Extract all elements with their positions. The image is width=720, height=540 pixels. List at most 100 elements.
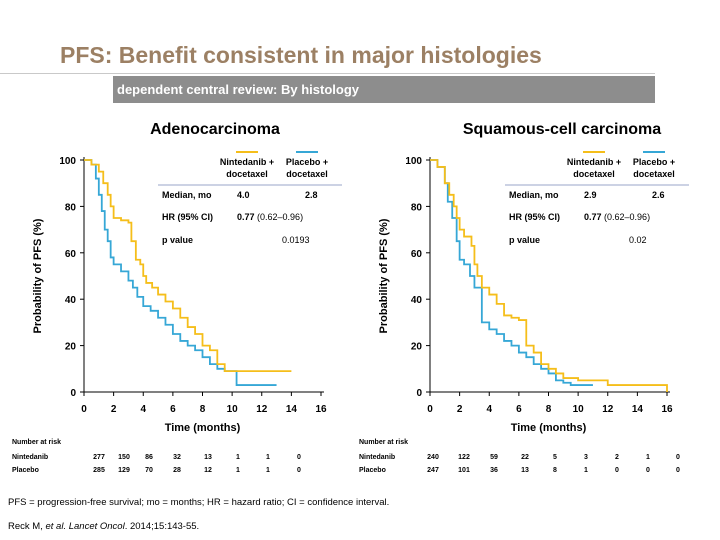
chart-2-risk-value: 2 (615, 454, 619, 461)
chart-1-legend-label: Nintedanib + (220, 157, 274, 167)
reference: Reck M, et al. Lancet Oncol. 2014;15:143… (8, 521, 199, 532)
chart-1-y-axis-label: Probability of PFS (%) (32, 218, 44, 333)
chart-2-x-tick-label: 10 (573, 404, 585, 415)
chart-2-x-tick-label: 0 (427, 404, 433, 415)
chart-2-risk-value: 0 (676, 467, 680, 474)
chart-1-y-tick-label: 80 (65, 202, 77, 213)
chart-2-risk-row-label: Nintedanib (359, 454, 395, 461)
chart-1-risk-value: 0 (297, 454, 301, 461)
chart-1-x-tick-label: 10 (227, 404, 239, 415)
chart-2-median-nintedanib: 2.9 (584, 190, 597, 200)
chart-1-x-tick-label: 0 (81, 404, 87, 415)
chart-1-legend-label-cont: docetaxel (226, 169, 268, 179)
chart-2-p-label: p value (509, 235, 540, 245)
chart-1-x-tick-label: 6 (170, 404, 176, 415)
chart-2-series-placebo-curve (430, 159, 593, 386)
chart-2-y-tick-label: 80 (411, 202, 423, 213)
chart-1-risk-header: Number at risk (12, 439, 61, 446)
chart-2-x-tick-label: 6 (516, 404, 522, 415)
chart-2-risk-value: 3 (584, 454, 588, 461)
chart-2-series-nintedanib-curve (430, 159, 668, 392)
chart-1-x-tick-label: 16 (315, 404, 327, 415)
chart-1-risk-value: 32 (173, 454, 181, 461)
chart-1-risk-value: 1 (266, 467, 270, 474)
chart-2-hr-value: 0.77 (0.62–0.96) (584, 212, 650, 222)
chart-1-x-tick-label: 4 (140, 404, 146, 415)
chart-2-hr-label: HR (95% CI) (509, 212, 560, 222)
chart-2-x-axis-label: Time (months) (511, 422, 587, 434)
chart-1-hr-value: 0.77 (0.62–0.96) (237, 212, 303, 222)
chart-2-risk-value: 0 (676, 454, 680, 461)
chart-2-median-placebo: 2.6 (652, 190, 665, 200)
footnote: PFS = progression-free survival; mo = mo… (8, 497, 390, 508)
chart-2-risk-value: 101 (458, 467, 470, 474)
slide-title: PFS: Benefit consistent in major histolo… (60, 42, 542, 68)
chart-1-x-tick-label: 12 (256, 404, 268, 415)
chart-1-y-tick-label: 0 (70, 388, 76, 399)
chart-2-risk-value: 13 (521, 467, 529, 474)
chart-2-title: Squamous-cell carcinoma (463, 121, 661, 138)
chart-2-y-tick-label: 40 (411, 295, 423, 306)
chart-1-hr-label: HR (95% CI) (162, 212, 213, 222)
chart-1-median-placebo: 2.8 (305, 190, 318, 200)
chart-1-median-nintedanib: 4.0 (237, 190, 250, 200)
chart-1-risk-row-label: Nintedanib (12, 454, 48, 461)
chart-1-legend-label: Placebo + (286, 157, 328, 167)
chart-1-x-tick-label: 2 (111, 404, 117, 415)
chart-2-risk-value: 5 (553, 454, 557, 461)
chart-2-y-tick-label: 0 (416, 388, 422, 399)
chart-2-risk-value: 36 (490, 467, 498, 474)
chart-1-risk-value: 70 (145, 467, 153, 474)
title-divider (0, 73, 655, 74)
chart-2-risk-value: 8 (553, 467, 557, 474)
chart-2-legend-label: Placebo + (633, 157, 675, 167)
chart-2-risk-value: 122 (458, 454, 470, 461)
chart-1-risk-value: 0 (297, 467, 301, 474)
chart-2-risk-value: 59 (490, 454, 498, 461)
chart-1-y-tick-label: 100 (59, 156, 76, 167)
chart-2-y-tick-label: 60 (411, 249, 423, 260)
chart-2-risk-value: 247 (427, 467, 439, 474)
chart-2-x-tick-label: 4 (486, 404, 492, 415)
chart-1-y-tick-label: 60 (65, 249, 77, 260)
reference-details: . 2014;15:143-55. (124, 521, 200, 532)
chart-1-y-tick-label: 20 (65, 342, 77, 353)
chart-2-risk-value: 22 (521, 454, 529, 461)
section-banner: dependent central review: By histology (113, 76, 655, 103)
chart-2-risk-row-label: Placebo (359, 467, 386, 474)
reference-journal: et al. Lancet Oncol (45, 521, 125, 532)
chart-1-risk-row-label: Placebo (12, 467, 39, 474)
chart-1-risk-value: 1 (236, 454, 240, 461)
chart-2-risk-value: 1 (584, 467, 588, 474)
chart-1-risk-value: 285 (93, 467, 105, 474)
chart-1-p-value: 0.0193 (282, 235, 310, 245)
chart-1-risk-value: 1 (266, 454, 270, 461)
chart-2-x-tick-label: 16 (661, 404, 673, 415)
chart-2-legend-label-cont: docetaxel (633, 169, 675, 179)
chart-2-risk-value: 1 (646, 454, 650, 461)
chart-1-p-label: p value (162, 235, 193, 245)
chart-2-x-tick-label: 8 (546, 404, 552, 415)
chart-2-x-tick-label: 2 (457, 404, 463, 415)
chart-1-x-axis-label: Time (months) (165, 422, 241, 434)
chart-1-risk-value: 86 (145, 454, 153, 461)
chart-1-risk-value: 1 (236, 467, 240, 474)
chart-1-risk-value: 129 (118, 467, 130, 474)
chart-2-p-value: 0.02 (629, 235, 647, 245)
chart-2-risk-header: Number at risk (359, 439, 408, 446)
chart-2-x-tick-label: 14 (632, 404, 644, 415)
chart-2-x-tick-label: 12 (602, 404, 614, 415)
chart-1-y-tick-label: 40 (65, 295, 77, 306)
chart-2-legend-label-cont: docetaxel (573, 169, 615, 179)
chart-1-risk-value: 13 (204, 454, 212, 461)
chart-2-risk-value: 0 (646, 467, 650, 474)
chart-1-risk-value: 12 (204, 467, 212, 474)
chart-2-y-tick-label: 100 (405, 156, 422, 167)
chart-1-risk-value: 28 (173, 467, 181, 474)
chart-1-title: Adenocarcinoma (150, 121, 280, 138)
chart-2-legend-label: Nintedanib + (567, 157, 621, 167)
chart-2-risk-value: 0 (615, 467, 619, 474)
chart-1-risk-value: 150 (118, 454, 130, 461)
chart-2-y-axis-label: Probability of PFS (%) (378, 218, 390, 333)
